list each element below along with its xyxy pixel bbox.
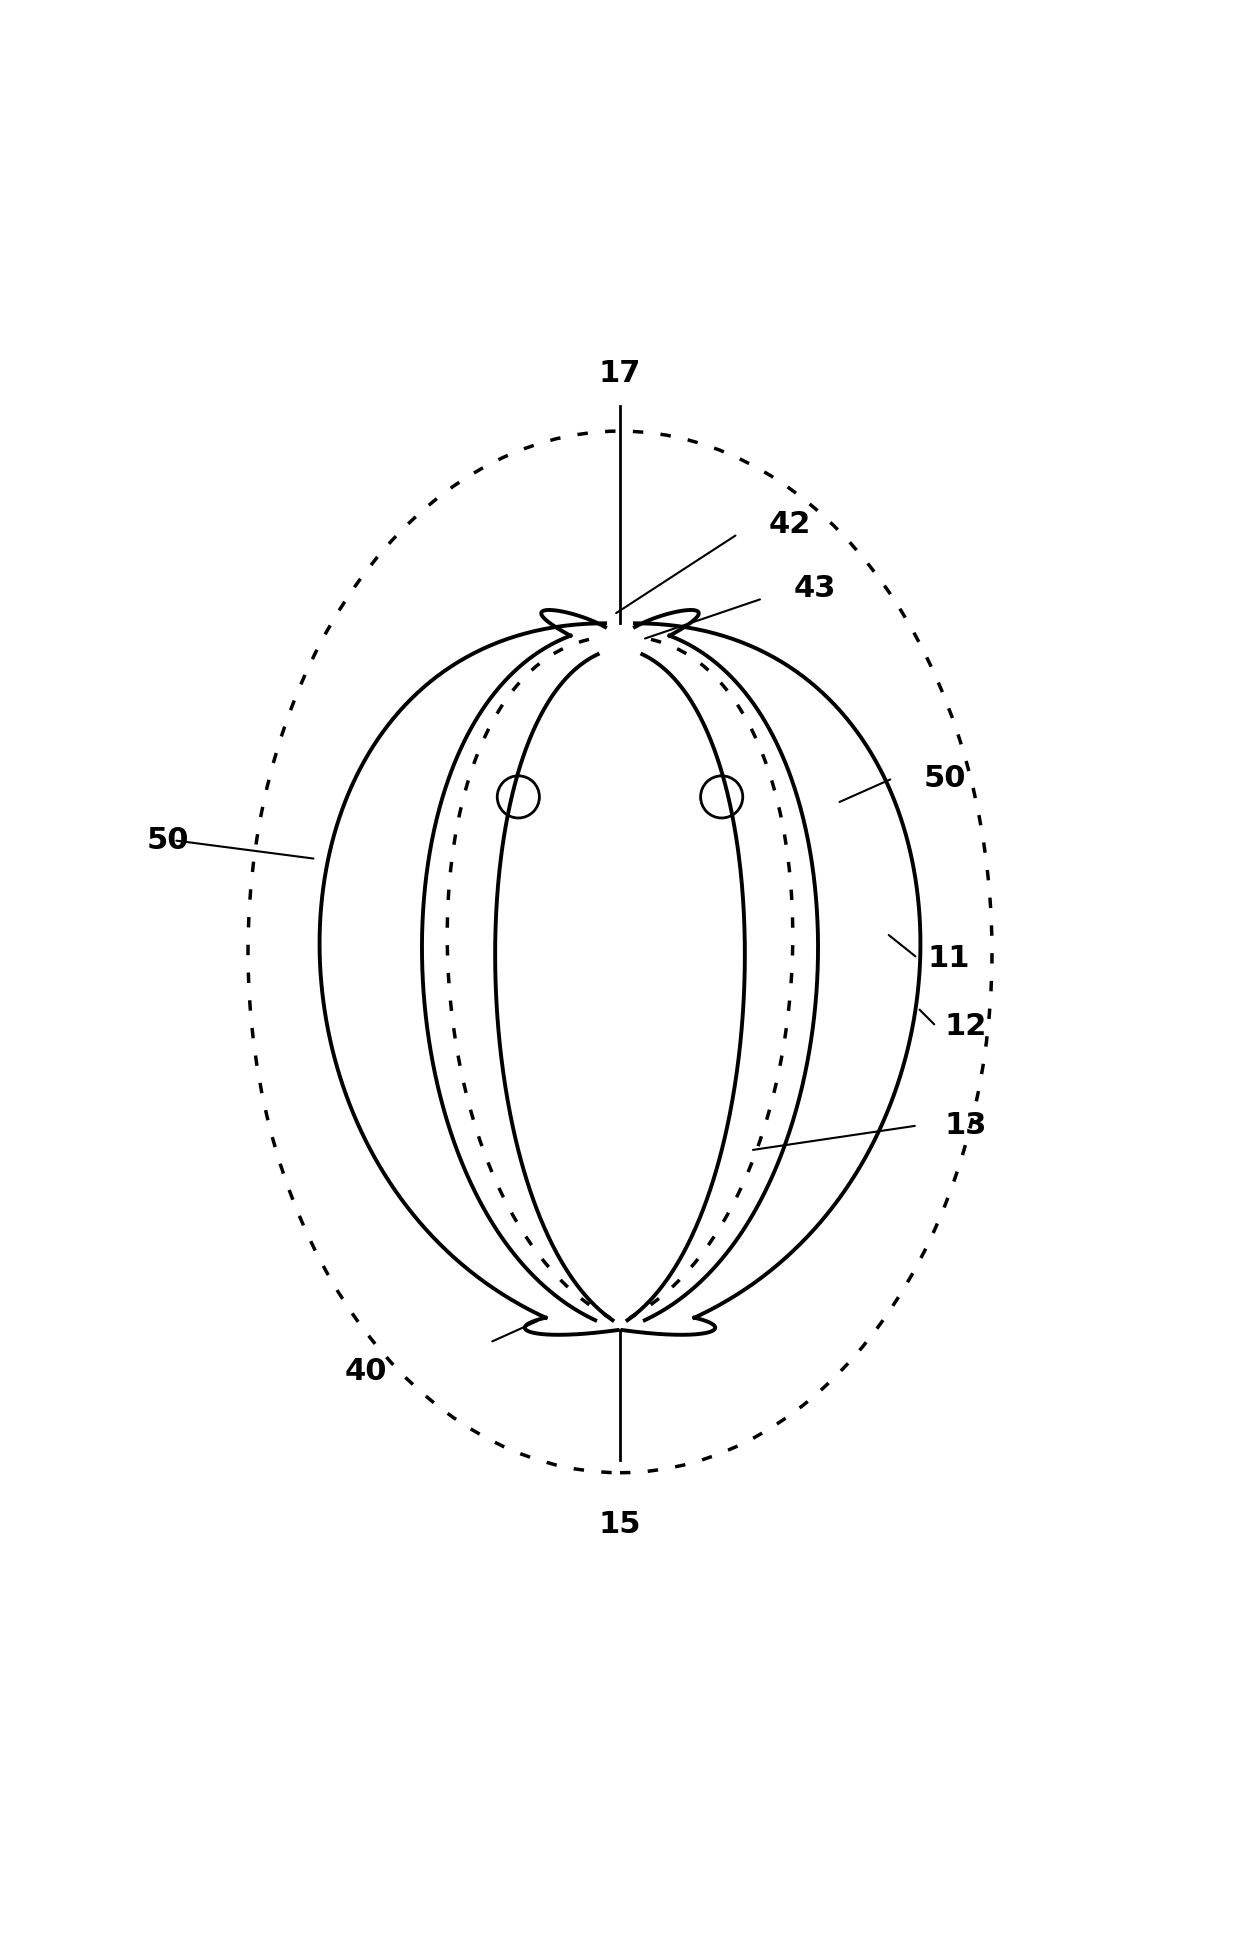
Text: 50: 50 bbox=[146, 825, 188, 854]
Text: 13: 13 bbox=[945, 1110, 987, 1139]
Text: 17: 17 bbox=[599, 359, 641, 388]
Text: 15: 15 bbox=[599, 1510, 641, 1539]
Text: 43: 43 bbox=[794, 575, 836, 604]
Text: 11: 11 bbox=[928, 943, 970, 972]
Text: 12: 12 bbox=[945, 1011, 987, 1040]
Text: 50: 50 bbox=[924, 765, 966, 792]
Text: 42: 42 bbox=[769, 510, 811, 538]
Text: 40: 40 bbox=[345, 1357, 387, 1386]
